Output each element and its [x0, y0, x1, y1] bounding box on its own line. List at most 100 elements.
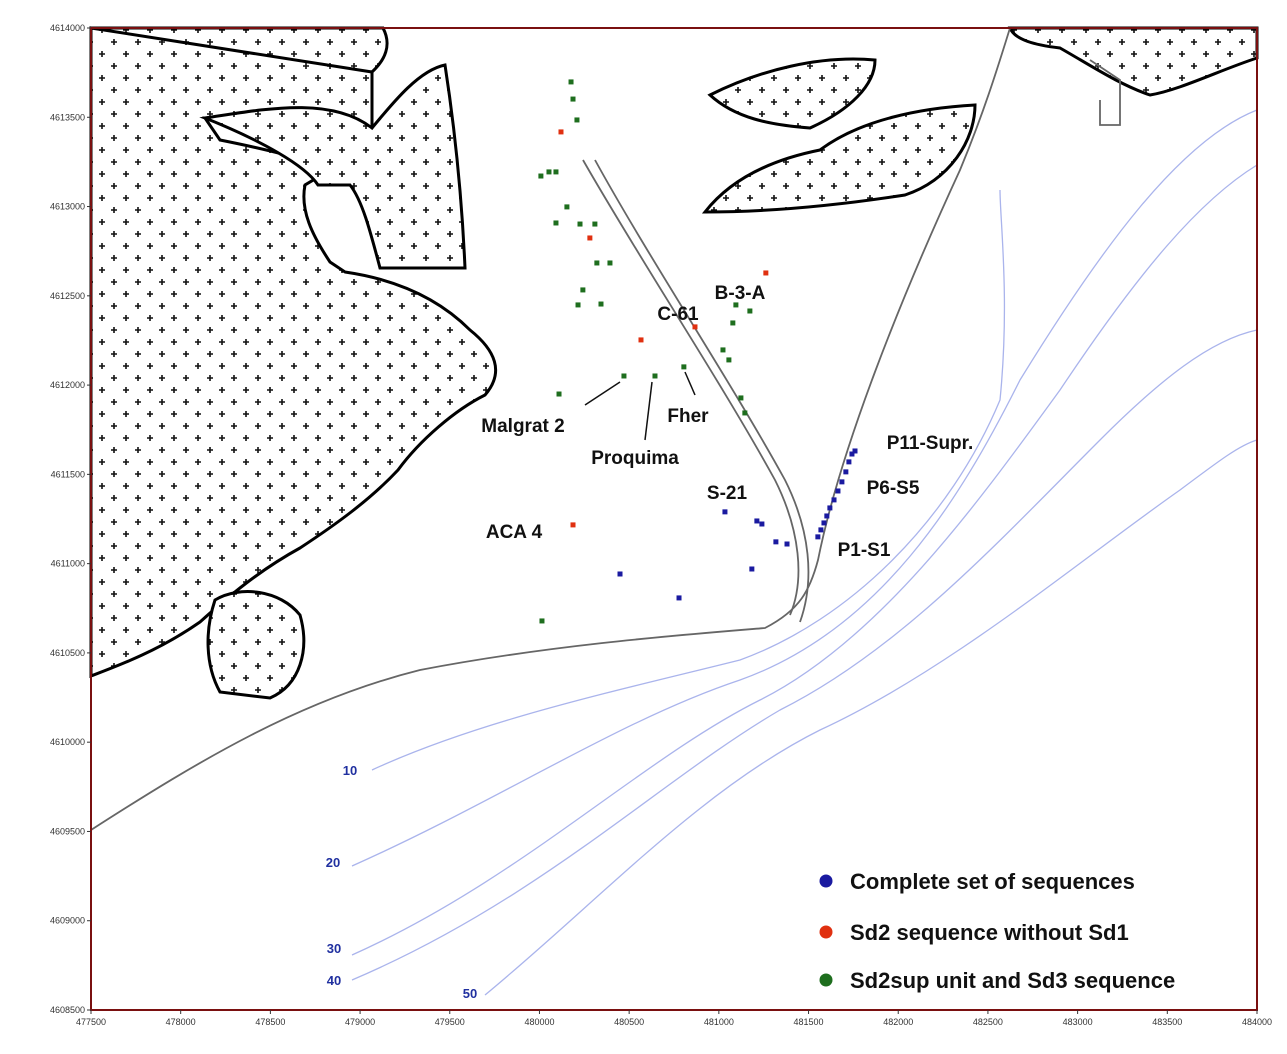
sample-point	[763, 270, 769, 276]
sample-point	[831, 497, 837, 503]
site-label: P6-S5	[867, 478, 920, 499]
sample-point	[539, 618, 545, 624]
x-tick-label: 481000	[704, 1017, 734, 1027]
contour-label: 10	[343, 763, 357, 778]
sample-point	[747, 308, 753, 314]
sample-point	[852, 448, 858, 454]
sample-point	[574, 117, 580, 123]
sample-point	[598, 301, 604, 307]
x-tick-label: 479000	[345, 1017, 375, 1027]
sample-point	[835, 488, 841, 494]
y-tick-label: 4609000	[50, 916, 85, 926]
x-tick-label: 484000	[1242, 1017, 1272, 1027]
y-tick-label: 4613500	[50, 112, 85, 122]
sample-point	[692, 324, 698, 330]
sample-point	[720, 347, 726, 353]
x-tick-label: 483500	[1152, 1017, 1182, 1027]
y-tick-label: 4610000	[50, 737, 85, 747]
legend-label: Complete set of sequences	[850, 869, 1135, 894]
sample-point	[839, 479, 845, 485]
site-label: ACA 4	[486, 522, 543, 543]
x-tick-label: 478500	[255, 1017, 285, 1027]
sample-point	[738, 395, 744, 401]
x-tick-label: 481500	[794, 1017, 824, 1027]
sample-point	[538, 173, 544, 179]
sample-point	[558, 129, 564, 135]
sample-point	[742, 410, 748, 416]
sample-point	[821, 520, 827, 526]
x-tick-label: 480500	[614, 1017, 644, 1027]
y-tick-label: 4614000	[50, 23, 85, 33]
sample-point	[577, 221, 583, 227]
site-label: Malgrat 2	[481, 416, 564, 437]
sample-point	[594, 260, 600, 266]
bathymetry	[351, 109, 1258, 996]
x-tick-label: 478000	[166, 1017, 196, 1027]
sample-point	[564, 204, 570, 210]
sample-point	[759, 521, 765, 527]
sample-point	[553, 220, 559, 226]
sample-point	[815, 534, 821, 540]
y-tick-label: 4610500	[50, 648, 85, 658]
y-tick-label: 4609500	[50, 826, 85, 836]
site-label: P11-Supr.	[887, 433, 974, 454]
frame	[90, 27, 1258, 1011]
sample-point	[784, 541, 790, 547]
sample-point	[638, 337, 644, 343]
y-tick-label: 4612000	[50, 380, 85, 390]
sample-point	[733, 302, 739, 308]
land	[89, 26, 1259, 700]
contour-label: 40	[327, 973, 341, 988]
y-tick-label: 4608500	[50, 1005, 85, 1015]
contour-label: 50	[463, 986, 477, 1001]
sample-point	[818, 527, 824, 533]
y-tick-label: 4611500	[51, 469, 85, 479]
sample-point	[722, 509, 728, 515]
coast	[90, 27, 1121, 831]
sample-point	[749, 566, 755, 572]
sample-point	[575, 302, 581, 308]
legend-marker	[819, 874, 833, 888]
sample-point	[617, 571, 623, 577]
sample-point	[726, 357, 732, 363]
x-tick-label: 479500	[435, 1017, 465, 1027]
sample-point	[587, 235, 593, 241]
site-label: Proquima	[591, 448, 679, 469]
sample-point	[580, 287, 586, 293]
legend-marker	[819, 925, 833, 939]
leader-lines	[584, 371, 696, 441]
site-label: B-3-A	[715, 283, 766, 304]
sample-point	[556, 391, 562, 397]
y-tick-label: 4612500	[50, 291, 85, 301]
legend-marker	[819, 973, 833, 987]
x-tick-label: 482000	[883, 1017, 913, 1027]
sample-point	[846, 459, 852, 465]
sample-point	[849, 451, 855, 457]
contour-label: 30	[327, 941, 341, 956]
x-tick-label: 480000	[524, 1017, 554, 1027]
sample-point	[568, 79, 574, 85]
site-label: C-61	[657, 304, 699, 325]
site-label: P1-S1	[838, 540, 891, 561]
sample-point	[681, 364, 687, 370]
x-tick-label: 482500	[973, 1017, 1003, 1027]
sample-point	[827, 505, 833, 511]
sample-point	[621, 373, 627, 379]
sample-point	[570, 522, 576, 528]
legend-label: Sd2 sequence without Sd1	[850, 920, 1129, 945]
contour-label: 20	[326, 855, 340, 870]
sample-point	[824, 513, 830, 519]
sample-point	[773, 539, 779, 545]
sample-point	[592, 221, 598, 227]
site-label: S-21	[707, 483, 748, 504]
sample-point	[652, 373, 658, 379]
sample-point	[607, 260, 613, 266]
x-tick-label: 477500	[76, 1017, 106, 1027]
y-tick-label: 4611000	[51, 559, 85, 569]
sample-point	[553, 169, 559, 175]
x-tick-label: 483000	[1063, 1017, 1093, 1027]
sample-point	[843, 469, 849, 475]
y-tick-label: 4613000	[50, 202, 85, 212]
sample-point	[676, 595, 682, 601]
